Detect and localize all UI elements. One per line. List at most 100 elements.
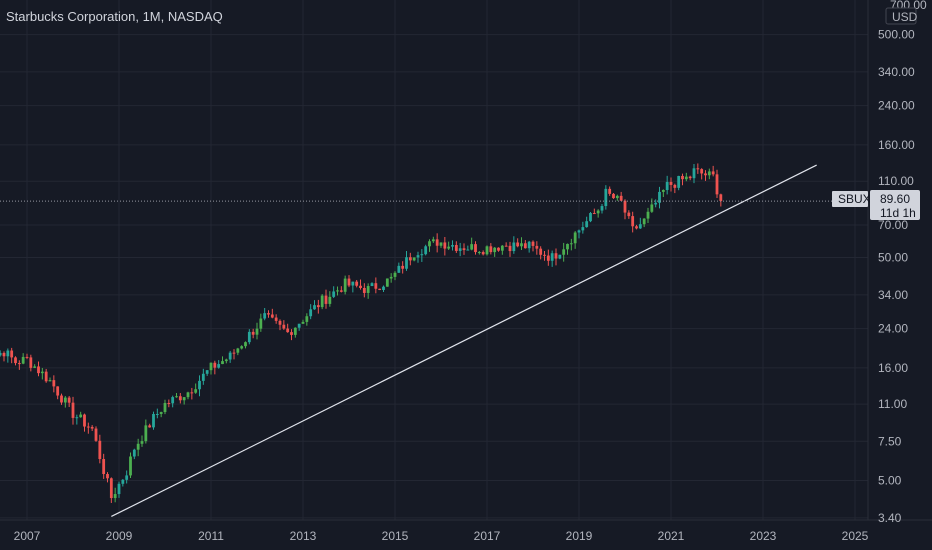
candle	[286, 323, 290, 333]
trendline[interactable]	[111, 164, 817, 518]
time-tick-label: 2023	[750, 529, 777, 543]
candle-body	[175, 396, 178, 398]
candle-body	[359, 285, 362, 288]
candle-body	[217, 364, 221, 368]
candle	[75, 414, 79, 425]
candle-body	[451, 245, 454, 247]
candle	[159, 411, 163, 418]
price-tick-label: 24.00	[878, 322, 908, 336]
candle	[531, 240, 535, 252]
candle-body	[615, 195, 619, 199]
candle	[635, 224, 638, 230]
candle	[37, 361, 40, 377]
candle-body	[581, 227, 585, 231]
candle-body	[642, 218, 646, 225]
candle-body	[163, 402, 167, 413]
candle	[79, 411, 83, 418]
candle-body	[224, 359, 228, 362]
candle	[282, 320, 286, 330]
candle	[654, 199, 658, 208]
candle-body	[33, 366, 37, 368]
grid	[0, 0, 868, 520]
candle	[535, 241, 539, 255]
candle-body	[232, 352, 236, 354]
candle-body	[347, 278, 351, 286]
candle-body	[466, 249, 470, 251]
candle	[627, 210, 631, 219]
candle-body	[6, 350, 10, 357]
candle	[416, 251, 420, 263]
candle	[646, 207, 650, 224]
candle	[397, 262, 401, 273]
candle-body	[500, 245, 504, 251]
price-tick-label: 110.00	[878, 174, 914, 188]
candle-body	[462, 248, 466, 251]
candle	[566, 243, 569, 255]
candle	[520, 237, 523, 250]
candle-body	[619, 195, 623, 201]
candle-body	[178, 396, 182, 401]
candle	[316, 299, 320, 314]
candle	[90, 425, 94, 431]
candle-body	[324, 295, 328, 304]
candle	[546, 249, 550, 266]
time-axis-ticks: 2007 2009 2011 2013 2015 2017 2019 2021 2023 2025	[14, 529, 869, 543]
candle	[129, 452, 132, 479]
candle	[466, 245, 470, 251]
candle-body	[673, 184, 677, 188]
candle-body	[688, 176, 692, 179]
candle	[320, 294, 324, 310]
price-axis-background[interactable]	[868, 0, 932, 520]
candle-body	[512, 242, 516, 252]
candle-body	[439, 242, 443, 246]
candle-body	[75, 417, 79, 419]
candle-body	[454, 245, 458, 251]
candle-body	[566, 243, 569, 250]
candle-body	[412, 257, 416, 261]
candle-body	[397, 265, 401, 273]
candle-body	[692, 168, 696, 179]
currency-badge[interactable]: USD	[885, 7, 918, 25]
candle	[385, 278, 389, 287]
candle-body	[669, 181, 673, 185]
candle	[313, 300, 316, 310]
candle-body	[592, 213, 596, 215]
candle	[247, 329, 251, 345]
price-tick-label: 50.00	[878, 251, 908, 265]
candle	[148, 423, 152, 428]
candle-body	[132, 449, 136, 457]
candle-body	[328, 296, 332, 304]
candle-body	[305, 316, 309, 322]
last-price-value: 89.60	[880, 192, 910, 206]
candle	[715, 169, 719, 199]
candle	[240, 345, 244, 350]
candle	[562, 242, 566, 262]
trendline-layer[interactable]	[111, 164, 817, 518]
candle-body	[481, 252, 485, 255]
candle-body	[550, 253, 554, 261]
candle-body	[378, 288, 382, 290]
candle	[604, 185, 608, 210]
candle-body	[2, 352, 6, 357]
price-tick-label: 70.00	[878, 218, 908, 232]
candle	[700, 168, 704, 180]
candle	[121, 478, 125, 487]
candle-body	[52, 380, 56, 387]
candle	[420, 249, 424, 262]
candle-body	[596, 210, 600, 214]
candle	[615, 194, 619, 201]
symbol-tag-text: SBUX	[838, 192, 871, 206]
candle	[186, 391, 190, 400]
candle-body	[40, 371, 44, 374]
candle-body	[167, 402, 171, 404]
candle-body	[431, 239, 435, 242]
candle-body	[209, 362, 213, 371]
candle	[443, 236, 447, 256]
candle	[305, 313, 309, 326]
candle	[665, 175, 669, 195]
time-axis-background[interactable]	[0, 520, 932, 550]
price-tick-label: 16.00	[878, 361, 908, 375]
candle-body	[569, 243, 573, 245]
